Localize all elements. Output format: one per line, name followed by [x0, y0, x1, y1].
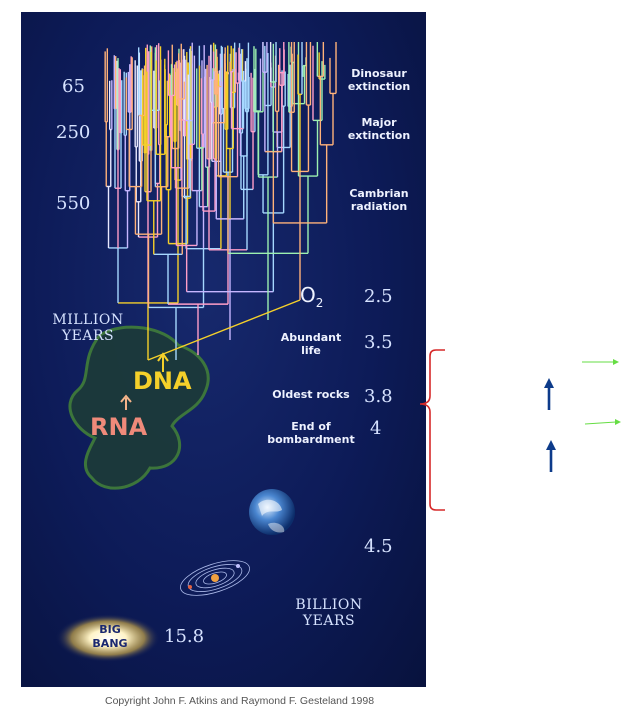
label-3-8: 3.8 — [364, 386, 393, 407]
solar-system-icon — [176, 554, 253, 603]
label-end-of-bombardment: End of bombardment — [258, 420, 364, 446]
label-million-years: MILLION YEARS — [38, 312, 138, 344]
primordial-blob — [70, 327, 208, 488]
label-rna: RNA — [90, 413, 147, 441]
label-65: 65 — [62, 76, 85, 97]
green-right-arrow — [585, 419, 621, 425]
label-4-5: 4.5 — [364, 536, 393, 557]
label-billion-years: BILLION YEARS — [282, 597, 376, 629]
label-15-8: 15.8 — [164, 626, 204, 647]
phylogenetic-tree — [105, 42, 336, 360]
copyright-text: Copyright John F. Atkins and Raymond F. … — [105, 695, 374, 707]
label-dna: DNA — [133, 367, 192, 395]
label-4: 4 — [370, 418, 381, 439]
label-250: 250 — [56, 122, 90, 143]
label-abundant-life: Abundant life — [272, 331, 350, 357]
label-cambrian-radiation: Cambrian radiation — [338, 187, 420, 213]
label-major-extinction: Major extinction — [340, 116, 418, 142]
blue-up-arrow — [544, 378, 554, 410]
red-bracket — [420, 350, 445, 510]
label-550: 550 — [56, 193, 90, 214]
green-right-arrow — [582, 359, 619, 365]
label-big-bang: BIG BANG — [90, 623, 130, 651]
label-2-5: 2.5 — [364, 286, 393, 307]
label-oldest-rocks: Oldest rocks — [272, 388, 350, 401]
label-o2: O2 — [300, 283, 323, 310]
label-dinosaur-extinction: Dinosaur extinction — [340, 67, 418, 93]
label-3-5: 3.5 — [364, 332, 393, 353]
blue-up-arrow — [546, 440, 556, 472]
